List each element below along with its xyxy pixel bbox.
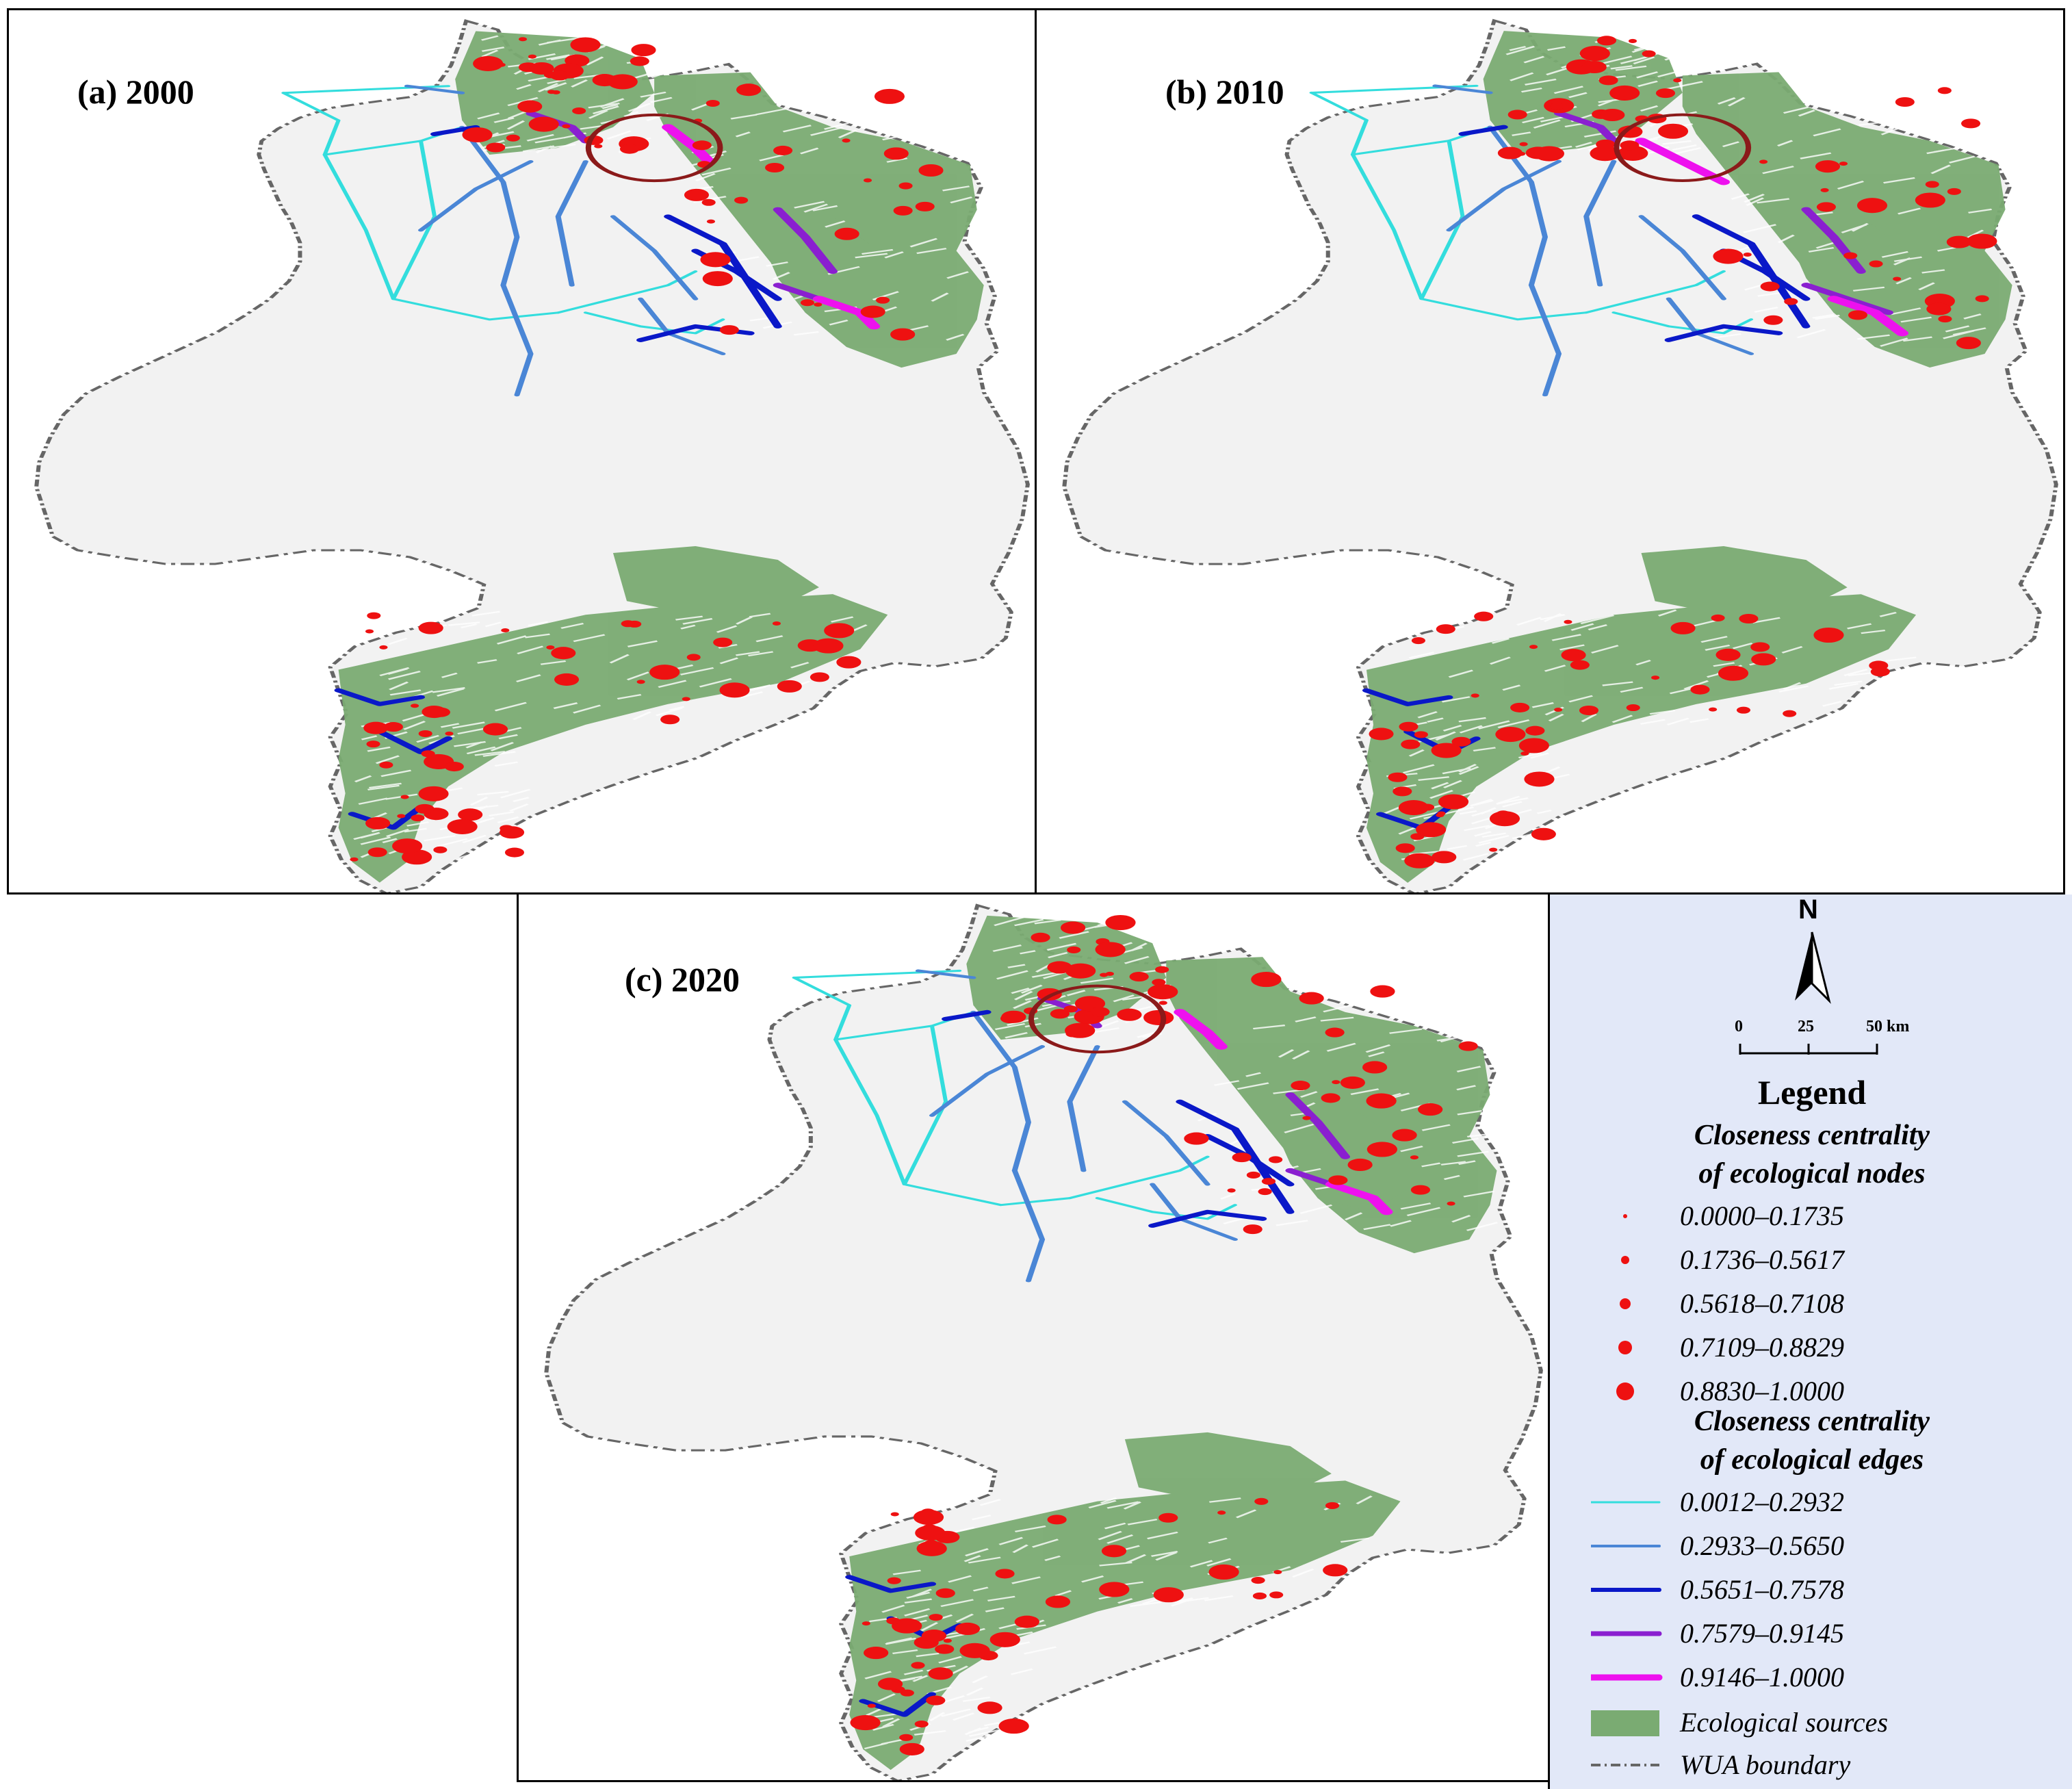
- legend-sources-label: Ecological sources: [1680, 1707, 1889, 1738]
- scale-tick-50: 50 km: [1866, 1018, 1910, 1035]
- edges-title-line1: Closeness centrality: [1694, 1406, 1930, 1437]
- nodes-title-line1: Closeness centrality: [1694, 1120, 1930, 1151]
- legend-node-class-5: 0.8830–1.0000: [1591, 1372, 2070, 1411]
- legend-edge-class-1: 0.0012–0.2932: [1591, 1483, 2070, 1521]
- legend-boundary-label: WUA boundary: [1680, 1749, 1851, 1780]
- scale-tick-25: 25: [1798, 1018, 1814, 1035]
- legend-node-label: 0.1736–0.5617: [1680, 1244, 1844, 1275]
- legend-item-ecological-sources: Ecological sources: [1591, 1703, 2070, 1742]
- map-panel-2000: (a) 2000: [7, 8, 1037, 894]
- legend-title: Legend: [1757, 1073, 1867, 1111]
- legend-edge-label: 0.0012–0.2932: [1680, 1486, 1844, 1517]
- map-panel-2010: (b) 2010: [1035, 8, 2065, 894]
- north-arrow-and-scale: [1739, 931, 1878, 1055]
- legend-edge-class-3: 0.5651–0.7578: [1591, 1571, 2070, 1609]
- legend-edge-class-4: 0.7579–0.9145: [1591, 1614, 2070, 1653]
- map-2020: [544, 903, 1543, 1780]
- legend-node-class-4: 0.7109–0.8829: [1591, 1328, 2070, 1367]
- legend-item-wua-boundary: WUA boundary: [1591, 1746, 2070, 1784]
- map-2000: [34, 19, 1030, 892]
- map-2010: [1062, 18, 2058, 892]
- north-label: N: [1798, 894, 1818, 925]
- legend-edge-label: 0.5651–0.7578: [1680, 1574, 1844, 1605]
- map-panel-2020: (c) 2020: [517, 892, 1550, 1782]
- north-arrow-icon: [1795, 931, 1831, 1004]
- legend-node-label: 0.0000–0.1735: [1680, 1200, 1844, 1231]
- nodes-title-line2: of ecological nodes: [1698, 1158, 1926, 1189]
- legend-panel: N 0 25 50 km Legend Closeness centrality…: [1548, 894, 2072, 1789]
- legend-node-class-2: 0.1736–0.5617: [1591, 1241, 2070, 1279]
- legend-edge-class-2: 0.2933–0.5650: [1591, 1527, 2070, 1565]
- panel-label-2010: (b) 2010: [1165, 73, 1284, 111]
- legend-edge-label: 0.2933–0.5650: [1680, 1530, 1844, 1561]
- legend-node-label: 0.5618–0.7108: [1680, 1288, 1844, 1319]
- legend-edge-label: 0.7579–0.9145: [1680, 1618, 1844, 1649]
- panel-label-2020: (c) 2020: [625, 960, 740, 999]
- legend-node-class-3: 0.5618–0.7108: [1591, 1285, 2070, 1323]
- legend-edge-class-5: 0.9146–1.0000: [1591, 1658, 2070, 1697]
- legend-node-class-1: 0.0000–0.1735: [1591, 1197, 2070, 1235]
- scale-bar: [1739, 1044, 1878, 1055]
- legend-node-label: 0.8830–1.0000: [1680, 1376, 1844, 1406]
- legend-edge-label: 0.9146–1.0000: [1680, 1662, 1844, 1693]
- legend-node-label: 0.7109–0.8829: [1680, 1332, 1844, 1363]
- edges-title-line2: of ecological edges: [1700, 1444, 1924, 1476]
- panel-label-2000: (a) 2000: [77, 73, 194, 111]
- scale-tick-0: 0: [1735, 1018, 1743, 1035]
